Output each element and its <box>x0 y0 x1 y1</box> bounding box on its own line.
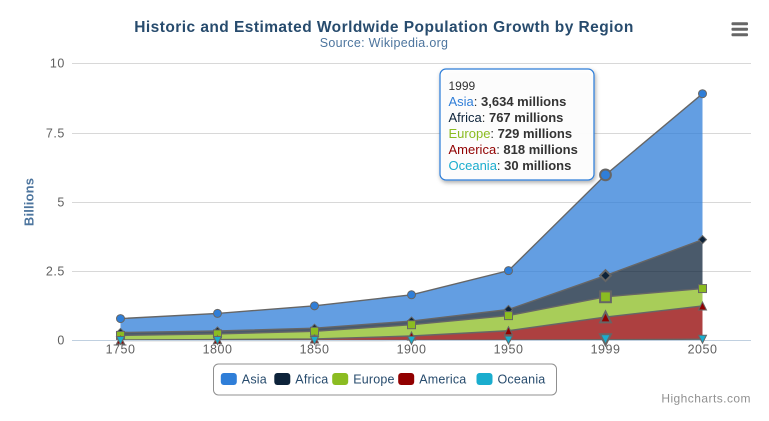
svg-text:Africa: 767 millions: Africa: 767 millions <box>449 110 564 125</box>
svg-text:1800: 1800 <box>203 343 233 357</box>
svg-text:2.5: 2.5 <box>46 265 65 279</box>
svg-text:1750: 1750 <box>106 343 136 357</box>
svg-text:Asia: Asia <box>242 373 267 387</box>
svg-text:America: America <box>419 373 466 387</box>
svg-text:Asia: 3,634 millions: Asia: 3,634 millions <box>449 94 567 109</box>
svg-text:0: 0 <box>57 334 64 348</box>
svg-text:2050: 2050 <box>688 343 718 357</box>
svg-text:1900: 1900 <box>397 343 427 357</box>
svg-text:5: 5 <box>57 196 64 210</box>
svg-text:Oceania: 30 millions: Oceania: 30 millions <box>449 158 572 173</box>
svg-text:Africa: Africa <box>295 373 328 387</box>
svg-text:Historic and Estimated Worldwi: Historic and Estimated Worldwide Populat… <box>134 19 634 36</box>
svg-text:10: 10 <box>50 57 65 71</box>
svg-text:Source: Wikipedia.org: Source: Wikipedia.org <box>320 36 449 50</box>
svg-text:1950: 1950 <box>494 343 524 357</box>
svg-text:Highcharts.com: Highcharts.com <box>661 392 751 406</box>
svg-text:7.5: 7.5 <box>46 127 65 141</box>
svg-text:1850: 1850 <box>300 343 330 357</box>
svg-text:Europe: Europe <box>353 373 395 387</box>
svg-text:1999: 1999 <box>591 343 621 357</box>
svg-text:Oceania: Oceania <box>498 373 546 387</box>
svg-text:1999: 1999 <box>449 79 476 93</box>
svg-text:America: 818 millions: America: 818 millions <box>449 142 578 157</box>
svg-text:Billions: Billions <box>22 178 37 226</box>
svg-text:Europe: 729 millions: Europe: 729 millions <box>449 126 573 141</box>
